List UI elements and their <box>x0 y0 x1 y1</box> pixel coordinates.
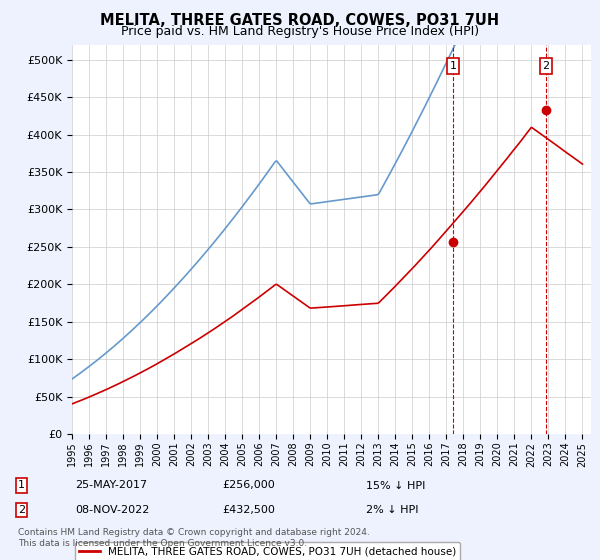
Text: 08-NOV-2022: 08-NOV-2022 <box>75 505 149 515</box>
Text: Contains HM Land Registry data © Crown copyright and database right 2024.
This d: Contains HM Land Registry data © Crown c… <box>18 528 370 548</box>
Text: Price paid vs. HM Land Registry's House Price Index (HPI): Price paid vs. HM Land Registry's House … <box>121 25 479 38</box>
Text: 2% ↓ HPI: 2% ↓ HPI <box>366 505 419 515</box>
Text: 15% ↓ HPI: 15% ↓ HPI <box>366 480 425 491</box>
Text: MELITA, THREE GATES ROAD, COWES, PO31 7UH: MELITA, THREE GATES ROAD, COWES, PO31 7U… <box>100 13 500 28</box>
Text: £432,500: £432,500 <box>222 505 275 515</box>
Text: £256,000: £256,000 <box>222 480 275 491</box>
Text: 1: 1 <box>449 61 457 71</box>
Text: 2: 2 <box>542 61 550 71</box>
Text: 1: 1 <box>18 480 25 491</box>
Legend: MELITA, THREE GATES ROAD, COWES, PO31 7UH (detached house), HPI: Average price, : MELITA, THREE GATES ROAD, COWES, PO31 7U… <box>74 542 460 560</box>
Text: 2: 2 <box>18 505 25 515</box>
Text: 25-MAY-2017: 25-MAY-2017 <box>75 480 147 491</box>
